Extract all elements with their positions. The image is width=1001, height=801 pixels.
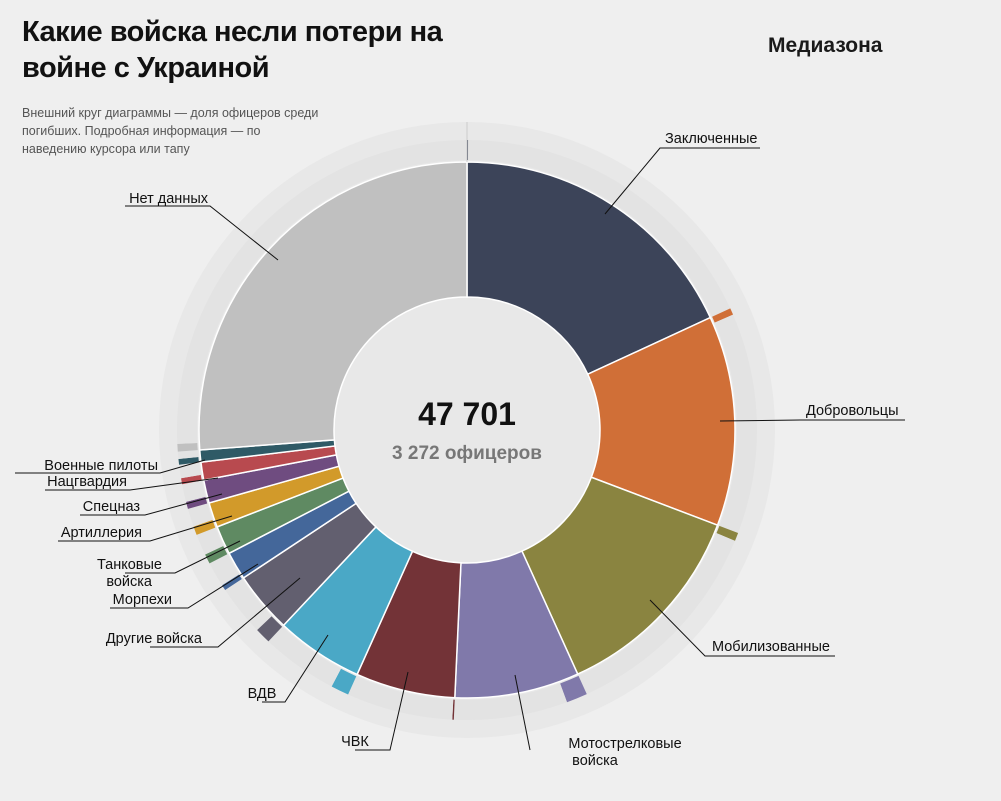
slice-label-3: Мотострелковые войска <box>568 736 681 769</box>
non-officer-segment-10 <box>182 480 206 502</box>
officer-segment-9[interactable] <box>193 519 216 535</box>
leader-line-1 <box>719 419 905 422</box>
officer-segment-3[interactable] <box>560 675 587 703</box>
slice-label-2: Мобилизованные <box>712 639 830 655</box>
leader-line-5 <box>262 634 329 703</box>
non-officer-segment-5 <box>268 626 341 687</box>
non-officer-segment-1 <box>714 314 757 534</box>
officer-segment-13[interactable] <box>177 442 198 452</box>
slice-label-5: ВДВ <box>248 686 277 702</box>
logo: Медиазона <box>768 34 883 57</box>
leader-line-4 <box>355 671 409 751</box>
leader-line-3 <box>514 674 531 751</box>
leader-line-13 <box>125 205 279 261</box>
leader-line-2 <box>649 599 835 657</box>
leader-line-9 <box>58 515 233 542</box>
slice-13[interactable] <box>198 161 468 451</box>
non-officer-segment-12 <box>177 450 199 460</box>
chart-title: Какие войска несли потери на войне с Укр… <box>22 16 443 84</box>
slice-label-11: Нацгвардия <box>47 474 127 490</box>
slice-label-7: Морпехи <box>113 592 172 608</box>
officer-segment-4[interactable] <box>452 699 455 720</box>
officer-segment-2[interactable] <box>716 525 739 541</box>
non-officer-segment-3 <box>453 683 567 720</box>
slice-label-1: Добровольцы <box>806 403 899 419</box>
leader-line-12 <box>15 459 206 474</box>
non-officer-segment-8 <box>196 527 224 555</box>
chart-subtitle: Внешний круг диаграммы — доля офицеров с… <box>22 106 319 156</box>
officer-segment-5[interactable] <box>331 668 357 695</box>
officer-segment-6[interactable] <box>257 616 283 642</box>
non-officer-segment-2 <box>578 533 735 695</box>
leader-line-6 <box>150 577 301 648</box>
center-total: 47 701 <box>418 396 516 432</box>
leader-line-0 <box>604 147 760 215</box>
non-officer-segment-9 <box>187 503 213 527</box>
slice-0[interactable] <box>466 161 712 376</box>
non-officer-segment-6 <box>225 578 272 631</box>
leader-line-11 <box>45 477 219 491</box>
center-officers: 3 272 офицеров <box>392 443 542 464</box>
leader-line-7 <box>110 563 259 609</box>
non-officer-segment-4 <box>348 676 454 720</box>
slice-label-9: Артиллерия <box>61 525 142 541</box>
leader-line-10 <box>80 493 223 516</box>
officer-segment-7[interactable] <box>222 574 242 591</box>
slice-label-6: Другие войска <box>106 631 203 647</box>
slice-label-10: Спецназ <box>83 499 141 515</box>
slice-label-8: Танковые войска <box>97 557 162 590</box>
officer-segment-1[interactable] <box>712 308 734 323</box>
slice-2[interactable] <box>520 476 719 676</box>
slice-label-13: Нет данных <box>129 191 209 207</box>
non-officer-segment-0 <box>468 140 731 317</box>
slice-label-0: Заключенные <box>665 131 757 147</box>
leader-line-8 <box>125 540 241 574</box>
slice-label-4: ЧВК <box>341 734 369 750</box>
non-officer-segment-7 <box>209 554 239 586</box>
slice-label-12: Военные пилоты <box>44 458 158 474</box>
non-officer-segment-13 <box>177 140 467 444</box>
